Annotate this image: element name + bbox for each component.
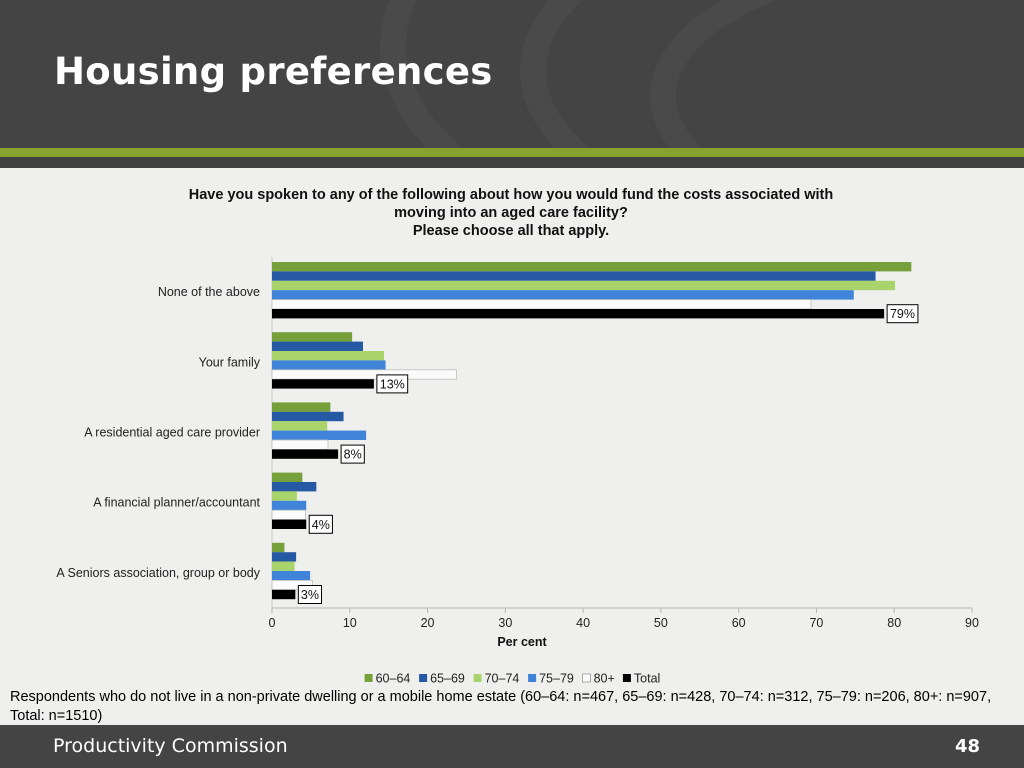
bar xyxy=(272,290,854,300)
data-label-box xyxy=(308,514,333,534)
legend-swatch xyxy=(528,674,537,682)
bar xyxy=(272,571,311,581)
data-label: 4% xyxy=(312,518,330,532)
divider-rule xyxy=(0,157,1024,168)
bar xyxy=(272,561,295,571)
chart-title-line-3: Please choose all that apply. xyxy=(412,223,610,239)
x-tick-label: 90 xyxy=(965,616,979,630)
bar xyxy=(272,411,344,422)
category-label: A residential aged care provider xyxy=(84,426,260,440)
bar xyxy=(272,341,363,351)
accent-rule xyxy=(0,148,1024,157)
category-label: A Seniors association, group or body xyxy=(56,566,260,580)
category-label: A financial planner/accountant xyxy=(93,496,260,510)
bar-chart: None of the above 79% Your family 13% A resi… xyxy=(56,257,979,686)
bar xyxy=(272,519,307,529)
x-tick-label: 10 xyxy=(343,616,357,630)
legend-swatch xyxy=(364,674,373,682)
legend-swatch xyxy=(582,673,591,683)
legend-label: 70–74 xyxy=(485,672,520,686)
bar xyxy=(272,402,331,412)
bar xyxy=(271,509,306,521)
bar xyxy=(272,271,876,281)
footer-bar: Productivity Commission 48 xyxy=(0,725,1024,768)
x-tick-label: 40 xyxy=(576,616,590,630)
bar xyxy=(272,500,307,511)
x-tick-label: 0 xyxy=(269,616,276,630)
organisation-name: Productivity Commission xyxy=(53,735,288,757)
data-label: 8% xyxy=(344,448,362,462)
page-number: 48 xyxy=(954,736,980,757)
respondents-note: Respondents who do not live in a non-pri… xyxy=(10,689,992,724)
legend-label: 80+ xyxy=(594,672,615,686)
bar xyxy=(272,379,374,389)
bar xyxy=(272,332,353,342)
x-tick-label: 20 xyxy=(421,616,435,630)
x-tick-label: 60 xyxy=(732,616,746,630)
x-tick-label: 70 xyxy=(809,616,823,630)
x-tick-label: 30 xyxy=(498,616,512,630)
bar xyxy=(272,472,303,482)
legend-swatch xyxy=(473,674,482,682)
bar xyxy=(272,491,297,501)
bar xyxy=(272,309,885,319)
bar xyxy=(272,430,367,440)
legend-swatch xyxy=(622,674,631,682)
legend-label: Total xyxy=(634,672,660,686)
chart-title: Have you spoken to any of the following … xyxy=(140,186,882,240)
bar xyxy=(271,439,329,450)
bar xyxy=(271,369,457,380)
data-label-box xyxy=(376,374,409,394)
page-title: Housing preferences xyxy=(54,50,493,93)
legend-label: 65–69 xyxy=(430,672,465,686)
bar xyxy=(272,482,317,492)
data-label-box xyxy=(297,585,323,604)
data-label: 79% xyxy=(890,307,915,321)
x-tick-label: 80 xyxy=(887,616,901,630)
data-label: 13% xyxy=(380,377,405,391)
bar xyxy=(272,262,912,272)
data-label-box xyxy=(886,304,919,324)
data-label: 3% xyxy=(301,588,319,602)
bar xyxy=(272,589,296,600)
data-label-box xyxy=(340,444,365,464)
bar xyxy=(272,280,895,291)
bar xyxy=(272,449,339,459)
category-label: None of the above xyxy=(158,285,260,299)
bar xyxy=(272,542,285,553)
legend-label: 60–64 xyxy=(376,672,411,686)
legend-label: 75–79 xyxy=(539,672,574,686)
bar xyxy=(272,351,384,361)
bar xyxy=(272,360,386,370)
bar xyxy=(271,299,812,310)
bar xyxy=(272,421,328,431)
bar xyxy=(272,552,297,562)
x-tick-label: 50 xyxy=(654,616,668,630)
category-label: Your family xyxy=(199,355,261,369)
legend-swatch xyxy=(419,674,428,682)
chart-title-line-2: moving into an aged care facility? xyxy=(394,205,628,221)
chart-title-line-1: Have you spoken to any of the following … xyxy=(188,187,834,203)
title-banner: Housing preferences xyxy=(0,0,1024,148)
x-axis-title: Per cent xyxy=(497,635,547,649)
